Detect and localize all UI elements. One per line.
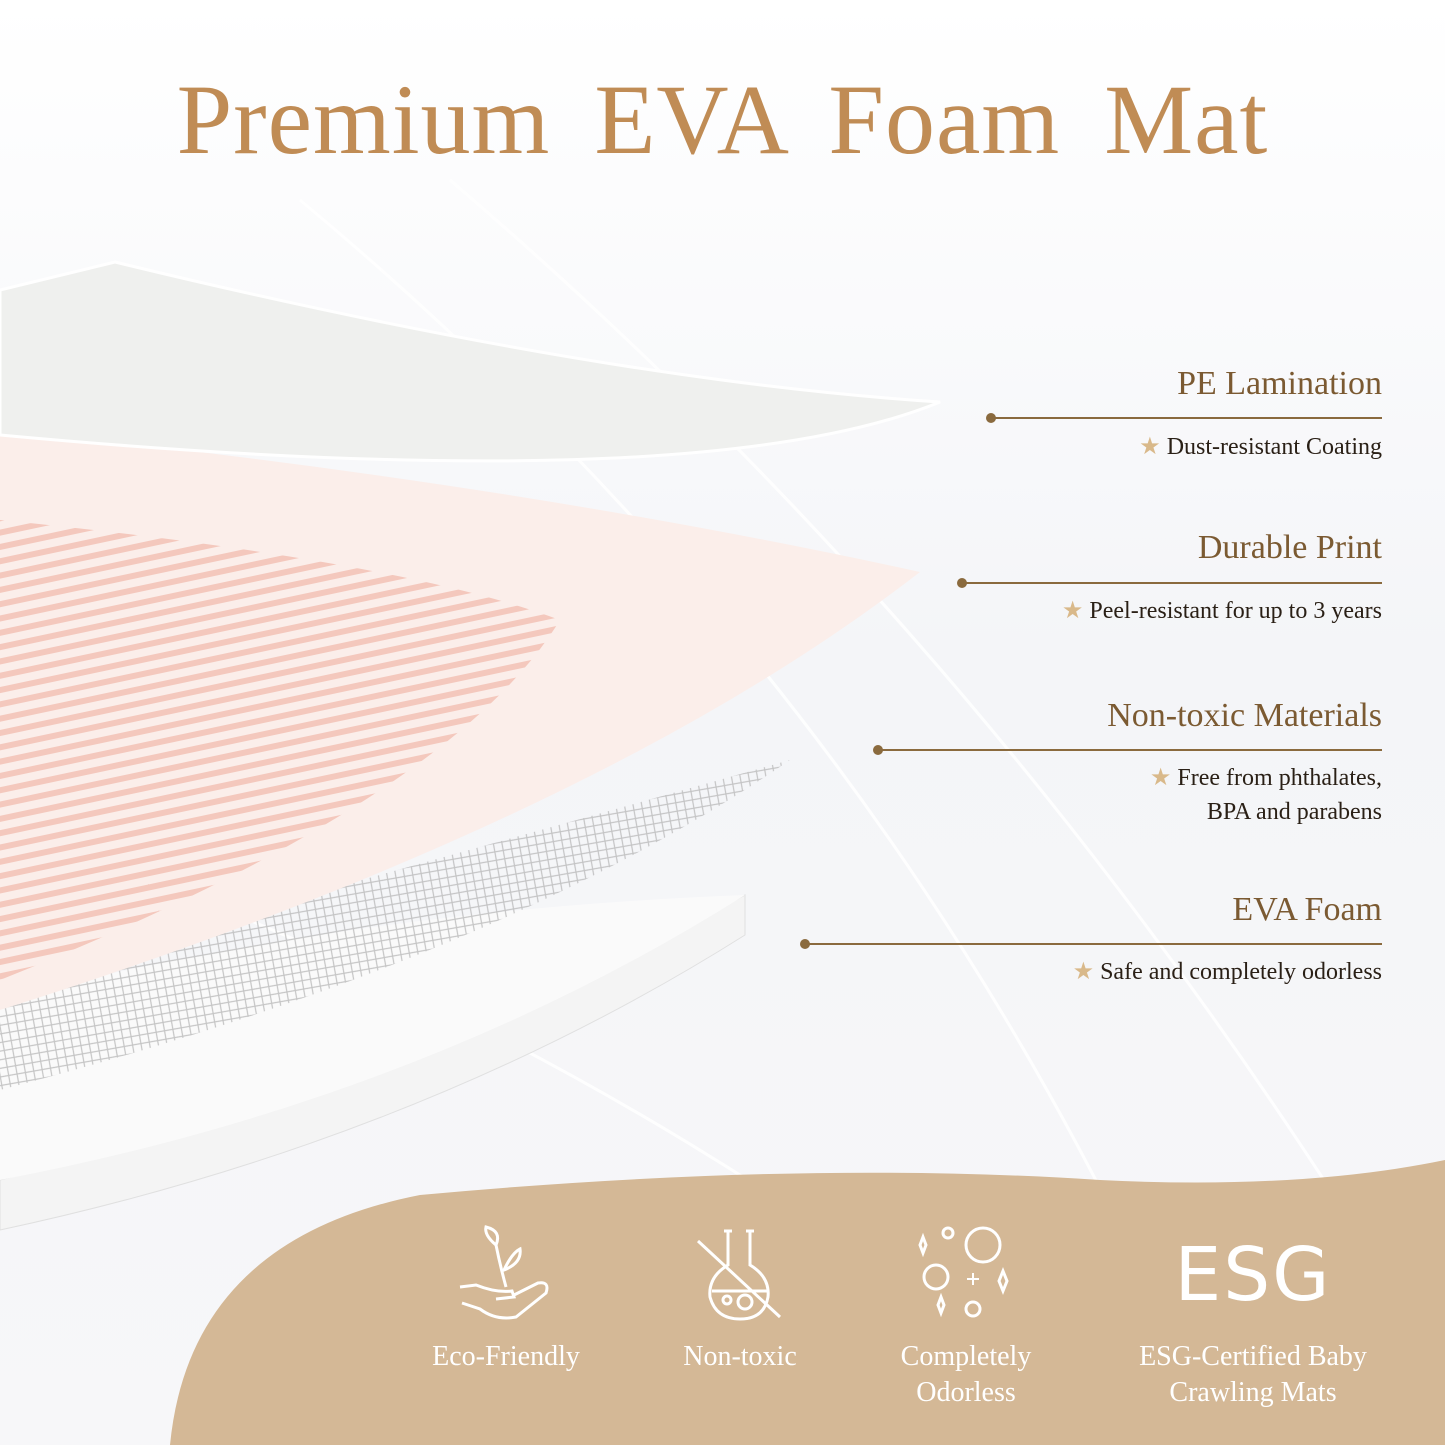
feature-heading: PE Lamination bbox=[1177, 365, 1382, 402]
badge-label: Eco-Friendly bbox=[432, 1341, 580, 1372]
star-icon: ★ bbox=[1149, 765, 1172, 791]
star-icon: ★ bbox=[1072, 959, 1095, 985]
badge-label: ESG-Certified Baby Crawling Mats bbox=[1139, 1341, 1367, 1408]
feature-heading: Durable Print bbox=[1197, 529, 1382, 566]
feature-connector-line bbox=[986, 413, 1382, 423]
feature-detail: ★ Dust-resistant Coating bbox=[1139, 434, 1382, 460]
esg-text-icon: ESG bbox=[1174, 1232, 1332, 1318]
feature-connector-line bbox=[957, 578, 1382, 588]
bubbles-sparkles-icon bbox=[918, 1226, 1009, 1318]
badge-non-toxic: Non-toxic bbox=[620, 1225, 860, 1375]
pe-lamination-layer bbox=[0, 260, 941, 463]
badge-completely-odorless: Completely Odorless bbox=[846, 1225, 1086, 1411]
crossed-flask-icon bbox=[696, 1229, 782, 1321]
page-title: Premium EVA Foam Mat bbox=[176, 64, 1269, 175]
badge-label: Completely Odorless bbox=[900, 1341, 1032, 1408]
feature-heading: Non-toxic Materials bbox=[1107, 697, 1382, 734]
feature-heading: EVA Foam bbox=[1232, 891, 1382, 928]
badge-esg-certified: ESG ESG-Certified Baby Crawling Mats bbox=[1113, 1225, 1393, 1411]
star-icon: ★ bbox=[1061, 598, 1084, 624]
star-icon: ★ bbox=[1139, 434, 1161, 460]
badge-label: Non-toxic bbox=[683, 1341, 797, 1372]
feature-detail: ★ Free from phthalates, BPA and parabens bbox=[1149, 765, 1382, 825]
feature-connector-line bbox=[873, 745, 1382, 755]
badge-eco-friendly: Eco-Friendly bbox=[386, 1225, 626, 1375]
mesh-layer bbox=[0, 760, 790, 1090]
feature-detail: ★ Peel-resistant for up to 3 years bbox=[1061, 598, 1382, 624]
feature-detail: ★ Safe and completely odorless bbox=[1072, 959, 1382, 985]
feature-connector-line bbox=[800, 939, 1382, 949]
plant-in-hand-icon bbox=[459, 1225, 549, 1320]
